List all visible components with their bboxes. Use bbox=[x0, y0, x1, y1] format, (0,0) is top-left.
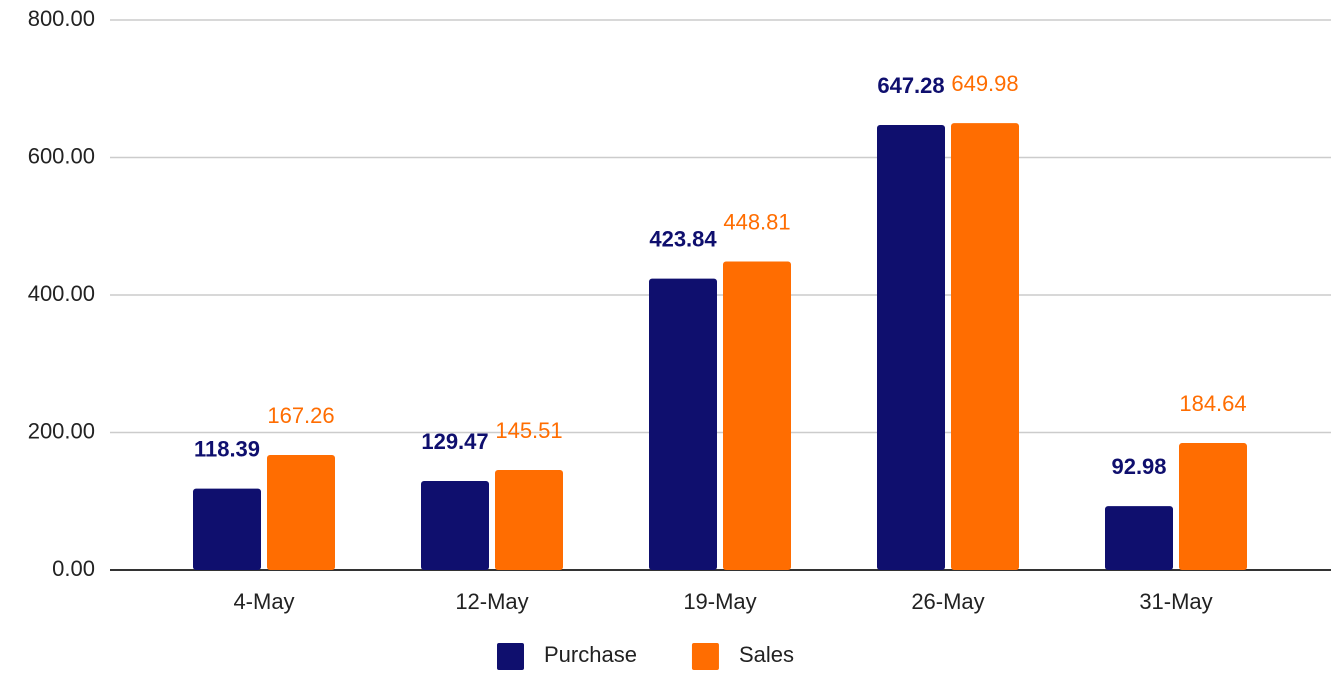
x-tick-label: 26-May bbox=[911, 589, 984, 614]
x-tick-label: 19-May bbox=[683, 589, 756, 614]
bar bbox=[193, 488, 261, 570]
data-label: 129.47 bbox=[421, 429, 488, 454]
y-tick-label: 800.00 bbox=[28, 6, 95, 31]
y-tick-label: 600.00 bbox=[28, 143, 95, 168]
data-label: 167.26 bbox=[267, 403, 334, 428]
bar bbox=[267, 455, 335, 570]
data-label: 92.98 bbox=[1111, 454, 1166, 479]
legend-swatch bbox=[691, 643, 719, 670]
data-label: 145.51 bbox=[495, 418, 562, 443]
data-label: 118.39 bbox=[194, 436, 260, 461]
y-tick-label: 0.00 bbox=[52, 556, 95, 581]
x-tick-label: 12-May bbox=[455, 589, 528, 614]
data-label: 184.64 bbox=[1179, 391, 1246, 416]
data-label: 423.84 bbox=[649, 226, 717, 251]
x-tick-label: 31-May bbox=[1139, 589, 1212, 614]
legend-label: Purchase bbox=[544, 642, 637, 667]
y-tick-label: 400.00 bbox=[28, 281, 95, 306]
data-label: 448.81 bbox=[723, 209, 790, 234]
legend-swatch bbox=[497, 643, 524, 670]
bar bbox=[951, 123, 1019, 571]
bar bbox=[649, 278, 717, 570]
data-label: 647.28 bbox=[877, 73, 944, 98]
bar bbox=[1179, 443, 1247, 570]
bar bbox=[495, 469, 563, 570]
x-tick-label: 4-May bbox=[233, 589, 294, 614]
bar bbox=[421, 480, 489, 570]
bar bbox=[877, 124, 945, 571]
legend-label: Sales bbox=[739, 642, 794, 667]
bar bbox=[1105, 506, 1173, 570]
y-tick-label: 200.00 bbox=[28, 418, 95, 443]
data-label: 649.98 bbox=[951, 71, 1018, 96]
bar bbox=[723, 261, 791, 570]
